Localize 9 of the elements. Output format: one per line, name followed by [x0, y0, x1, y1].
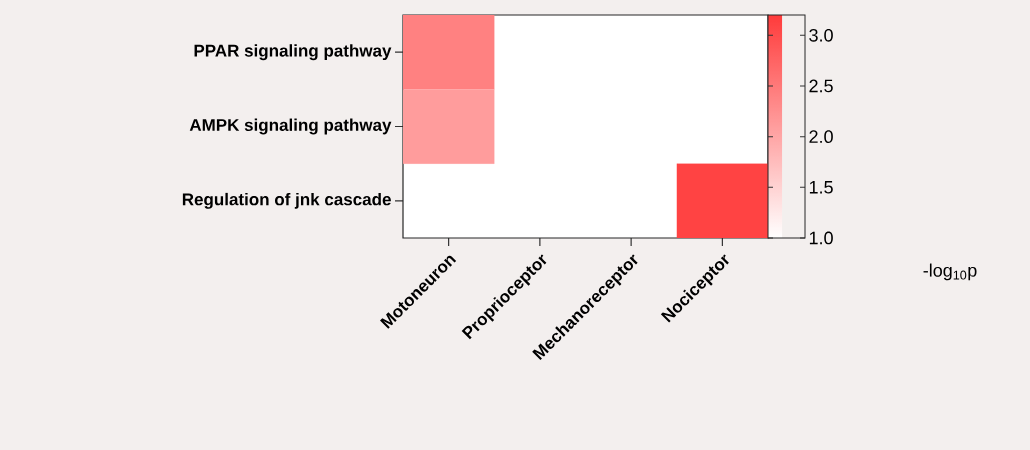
color-bar-label: 1.5	[809, 181, 833, 194]
color-bar-label: 2.0	[809, 130, 833, 143]
color-bar-label: 1.0	[809, 231, 833, 245]
y-tick-label: Regulation of jnk cascade	[182, 192, 391, 209]
color-bar-label: 3.0	[809, 28, 833, 42]
y-tick-label: PPAR signaling pathway	[194, 44, 392, 61]
y-tick-label: AMPK signaling pathway	[189, 118, 392, 135]
color-bar-label: 2.5	[809, 79, 833, 93]
color-bar-title: -log$_{10}$p	[923, 263, 977, 281]
